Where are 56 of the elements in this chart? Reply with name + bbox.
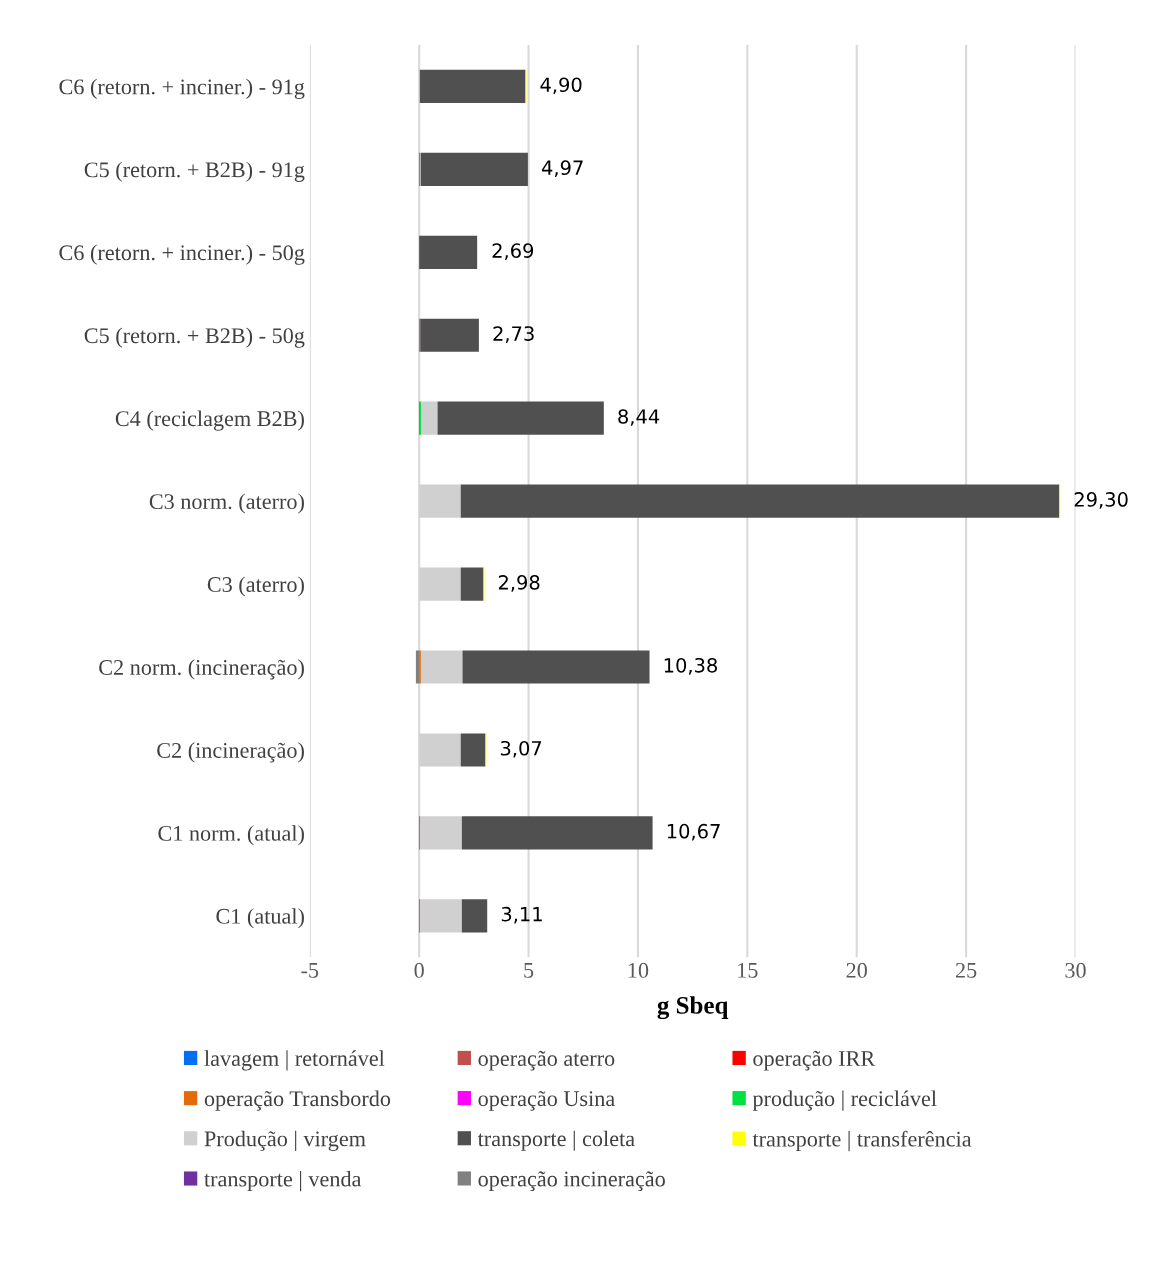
total-label: 10,67 — [667, 823, 720, 841]
total-label: 2,73 — [493, 326, 534, 343]
y-tick-label: C5 (retorn. + B2B) - 91g — [84, 161, 305, 182]
bar — [460, 484, 1060, 518]
bar — [421, 401, 438, 435]
x-tick-label: 15 — [738, 962, 758, 978]
bar — [420, 650, 463, 684]
total-label: 2,98 — [498, 575, 540, 592]
legend-label: transporte | transferência — [752, 1130, 972, 1152]
y-tick-label: C3 (aterro) — [207, 576, 304, 597]
total-label: 29,30 — [1074, 492, 1128, 509]
legend-label: produção | reciclável — [752, 1090, 937, 1111]
legend-label: lavagem | retornável — [204, 1050, 385, 1071]
x-tick-label: -5 — [301, 963, 319, 978]
bar — [460, 567, 484, 601]
bar — [419, 235, 478, 269]
x-tick-label: 0 — [414, 962, 424, 978]
x-tick-label: 20 — [846, 962, 867, 978]
legend-label: operação Transbordo — [204, 1090, 391, 1111]
legend-label: transporte | venda — [204, 1170, 362, 1192]
x-axis-title: g Sbeq — [657, 996, 729, 1020]
bar — [460, 733, 486, 767]
bar — [461, 816, 653, 850]
total-label: 3,07 — [500, 740, 542, 758]
bar — [462, 650, 650, 684]
y-tick-label: C6 (retorn. + inciner.) - 91g — [59, 78, 305, 99]
total-label: 4,90 — [540, 77, 582, 95]
legend-label: transporte | coleta — [477, 1130, 635, 1151]
x-tick-label: 5 — [524, 963, 534, 978]
y-tick-label: C3 norm. (aterro) — [149, 493, 304, 514]
x-tick-label: 30 — [1065, 962, 1086, 978]
bar — [437, 401, 604, 435]
x-tick-label: 10 — [628, 962, 649, 978]
y-tick-label: C1 norm. (atual) — [158, 825, 304, 846]
bar — [419, 69, 526, 104]
bar — [461, 899, 488, 933]
y-tick-label: C4 (reciclagem B2B) — [115, 410, 304, 431]
y-tick-label: C1 (atual) — [216, 908, 304, 929]
y-tick-label: C5 (retorn. + B2B) - 50g — [84, 327, 305, 348]
total-label: 3,11 — [501, 906, 542, 924]
bar — [420, 152, 528, 186]
bar — [415, 650, 420, 684]
total-label: 2,69 — [492, 243, 534, 260]
legend-label: operação aterro — [478, 1050, 615, 1071]
y-tick-label: C2 norm. (incineração) — [99, 659, 304, 680]
legend-label: operação incineração — [478, 1171, 665, 1192]
bar — [420, 318, 479, 352]
total-label: 10,38 — [664, 657, 717, 675]
total-label: 4,97 — [541, 160, 583, 178]
y-tick-label: C6 (retorn. + inciner.) - 50g — [59, 244, 305, 265]
legend-label: Produção | virgem — [204, 1130, 366, 1151]
y-tick-label: C2 (incineração) — [157, 742, 304, 763]
x-tick-label: 25 — [955, 962, 977, 978]
legend-label: operação Usina — [478, 1090, 615, 1111]
legend-label: operação IRR — [753, 1050, 876, 1071]
total-label: 8,44 — [618, 409, 660, 426]
